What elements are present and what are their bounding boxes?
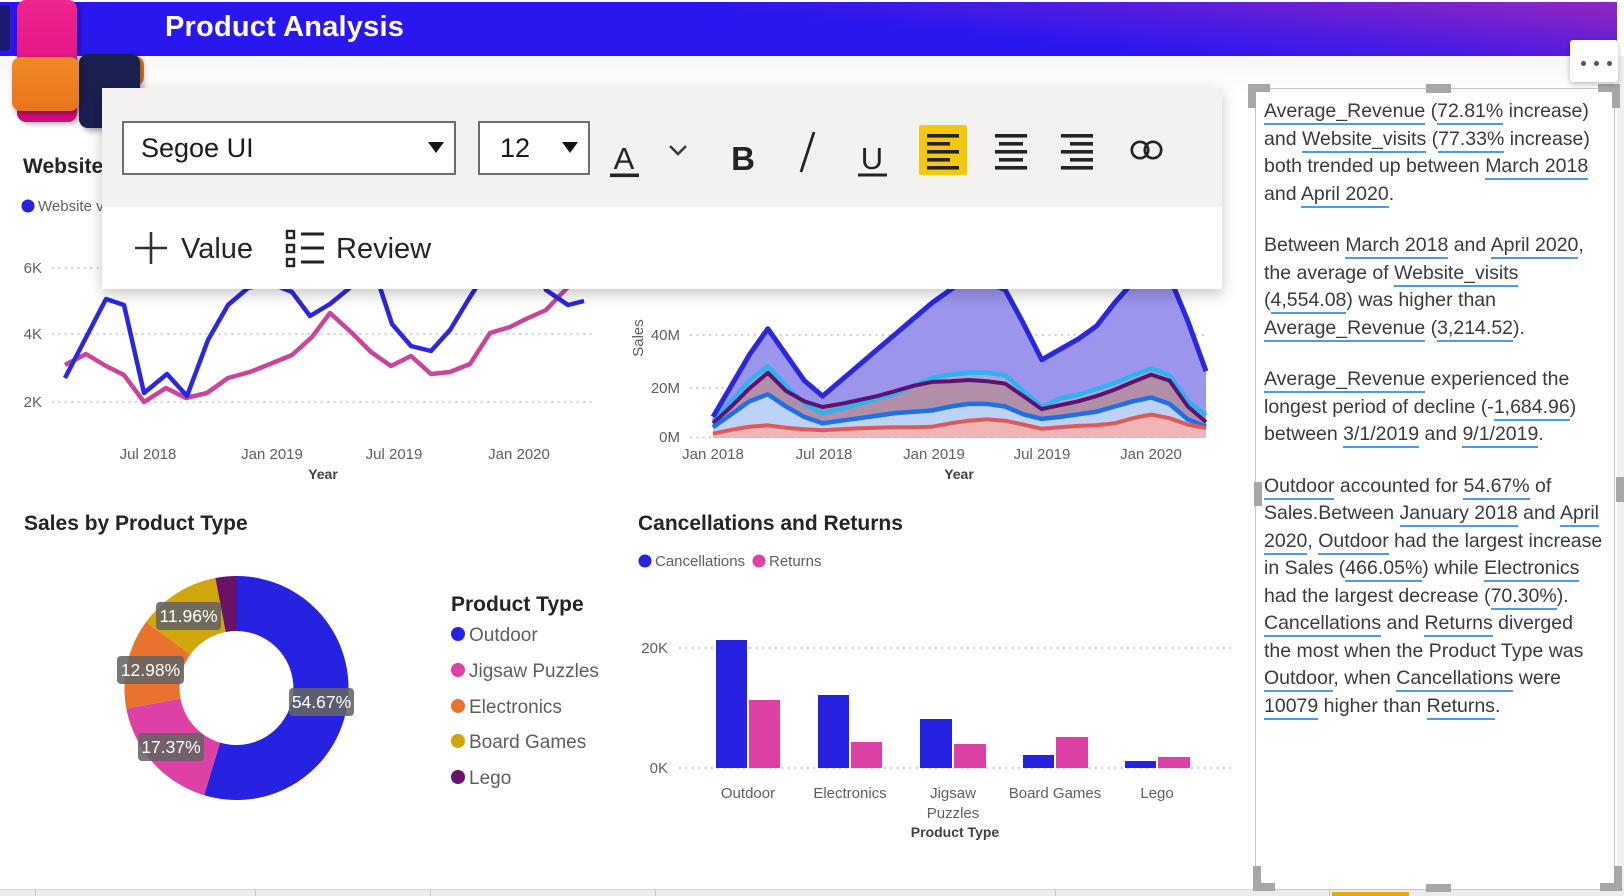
svg-text:Electronics: Electronics (813, 785, 886, 802)
svg-text:20M: 20M (651, 380, 680, 397)
svg-text:Outdoor: Outdoor (721, 785, 775, 802)
svg-text:0M: 0M (659, 429, 680, 446)
svg-text:Review: Review (336, 233, 432, 265)
svg-text:Board Games: Board Games (469, 732, 586, 753)
svg-text:Year: Year (944, 466, 974, 482)
svg-text:Jul 2019: Jul 2019 (1014, 446, 1071, 463)
svg-text:Product Type: Product Type (911, 824, 1000, 840)
svg-text:Product Type: Product Type (451, 593, 584, 616)
svg-text:Electronics: Electronics (469, 697, 562, 718)
svg-text:20K: 20K (641, 640, 668, 657)
svg-text:Lego: Lego (1140, 785, 1173, 802)
svg-text:Lego: Lego (469, 768, 511, 789)
svg-text:Year: Year (308, 466, 338, 482)
svg-text:B: B (731, 140, 755, 177)
svg-text:Jan 2020: Jan 2020 (1120, 446, 1182, 463)
svg-text:40M: 40M (651, 327, 680, 344)
svg-text:Jigsaw Puzzles: Jigsaw Puzzles (469, 661, 599, 682)
svg-text:Jigsaw: Jigsaw (930, 785, 976, 802)
svg-text:U: U (861, 141, 883, 176)
svg-text:54.67%: 54.67% (292, 692, 351, 712)
svg-text:Jan 2019: Jan 2019 (903, 446, 965, 463)
svg-text:2K: 2K (24, 394, 42, 411)
svg-text:0K: 0K (650, 760, 668, 777)
svg-text:4K: 4K (24, 326, 42, 343)
svg-text:Sales: Sales (630, 319, 647, 357)
svg-text:11.96%: 11.96% (159, 606, 217, 626)
svg-text:Cancellations and Returns: Cancellations and Returns (638, 512, 903, 535)
svg-text:Jan 2020: Jan 2020 (488, 446, 550, 463)
svg-text:Jul 2018: Jul 2018 (120, 446, 177, 463)
svg-text:Cancellations: Cancellations (655, 553, 745, 570)
svg-text:Returns: Returns (769, 553, 822, 570)
svg-text:Jul 2019: Jul 2019 (366, 446, 423, 463)
svg-text:A: A (614, 141, 635, 176)
svg-text:Sales by Product Type: Sales by Product Type (24, 512, 248, 535)
svg-text:Outdoor: Outdoor (469, 625, 538, 646)
svg-text:Jul 2018: Jul 2018 (796, 446, 853, 463)
svg-text:12.98%: 12.98% (121, 660, 180, 680)
svg-text:17.37%: 17.37% (141, 737, 200, 757)
svg-text:6K: 6K (24, 260, 42, 277)
svg-text:Value: Value (181, 233, 253, 265)
svg-text:Board Games: Board Games (1009, 785, 1102, 802)
svg-text:Jan 2019: Jan 2019 (241, 446, 303, 463)
svg-text:Puzzles: Puzzles (927, 805, 980, 822)
svg-text:Jan 2018: Jan 2018 (682, 446, 744, 463)
